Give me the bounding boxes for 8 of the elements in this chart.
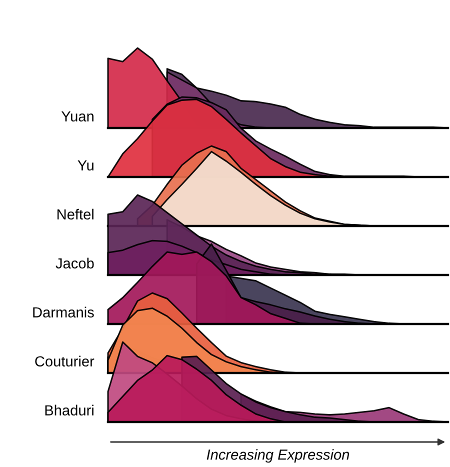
y-axis-title: Yuan xyxy=(61,111,94,122)
x-axis-title: Increasing Expression xyxy=(206,449,350,463)
y-axis-title: Couturier xyxy=(35,356,94,367)
y-axis-title: Neftel xyxy=(58,208,94,220)
y-axis-title: Jacob xyxy=(56,258,94,269)
y-axis-title: Bhaduri xyxy=(45,404,94,416)
y-axis-title: Darmanis xyxy=(33,306,94,318)
y-axis-title: Yu xyxy=(78,160,94,171)
